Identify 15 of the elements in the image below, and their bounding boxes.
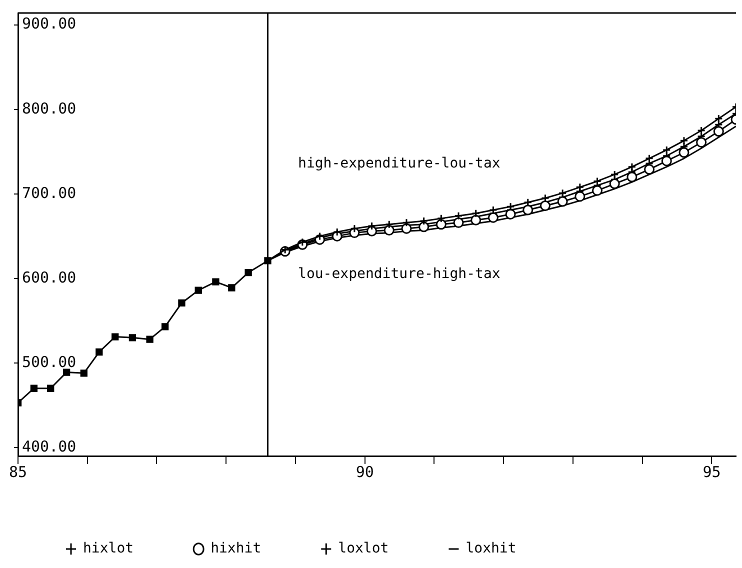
x-tick-label: 85 (8, 462, 28, 481)
y-tick-label: 600.00 (22, 268, 76, 286)
y-tick-label: 500.00 (22, 352, 76, 371)
legend-label: hixlot (83, 540, 134, 557)
y-tick-label: 800.00 (22, 99, 76, 118)
annotation: lou-expenditure-high-tax (298, 266, 500, 282)
y-tick-label: 400.00 (22, 437, 76, 456)
annotation: high-expenditure-lou-tax (298, 155, 500, 172)
y-tick-label: 900.00 (22, 14, 76, 33)
y-tick-label: 700.00 (22, 184, 76, 202)
legend-label: loxlot (338, 540, 389, 557)
x-tick-label: 90 (356, 462, 374, 481)
legend-label: hixhit (210, 540, 262, 557)
x-tick-label: 95 (702, 462, 721, 481)
legend-label: loxhit (466, 540, 516, 557)
